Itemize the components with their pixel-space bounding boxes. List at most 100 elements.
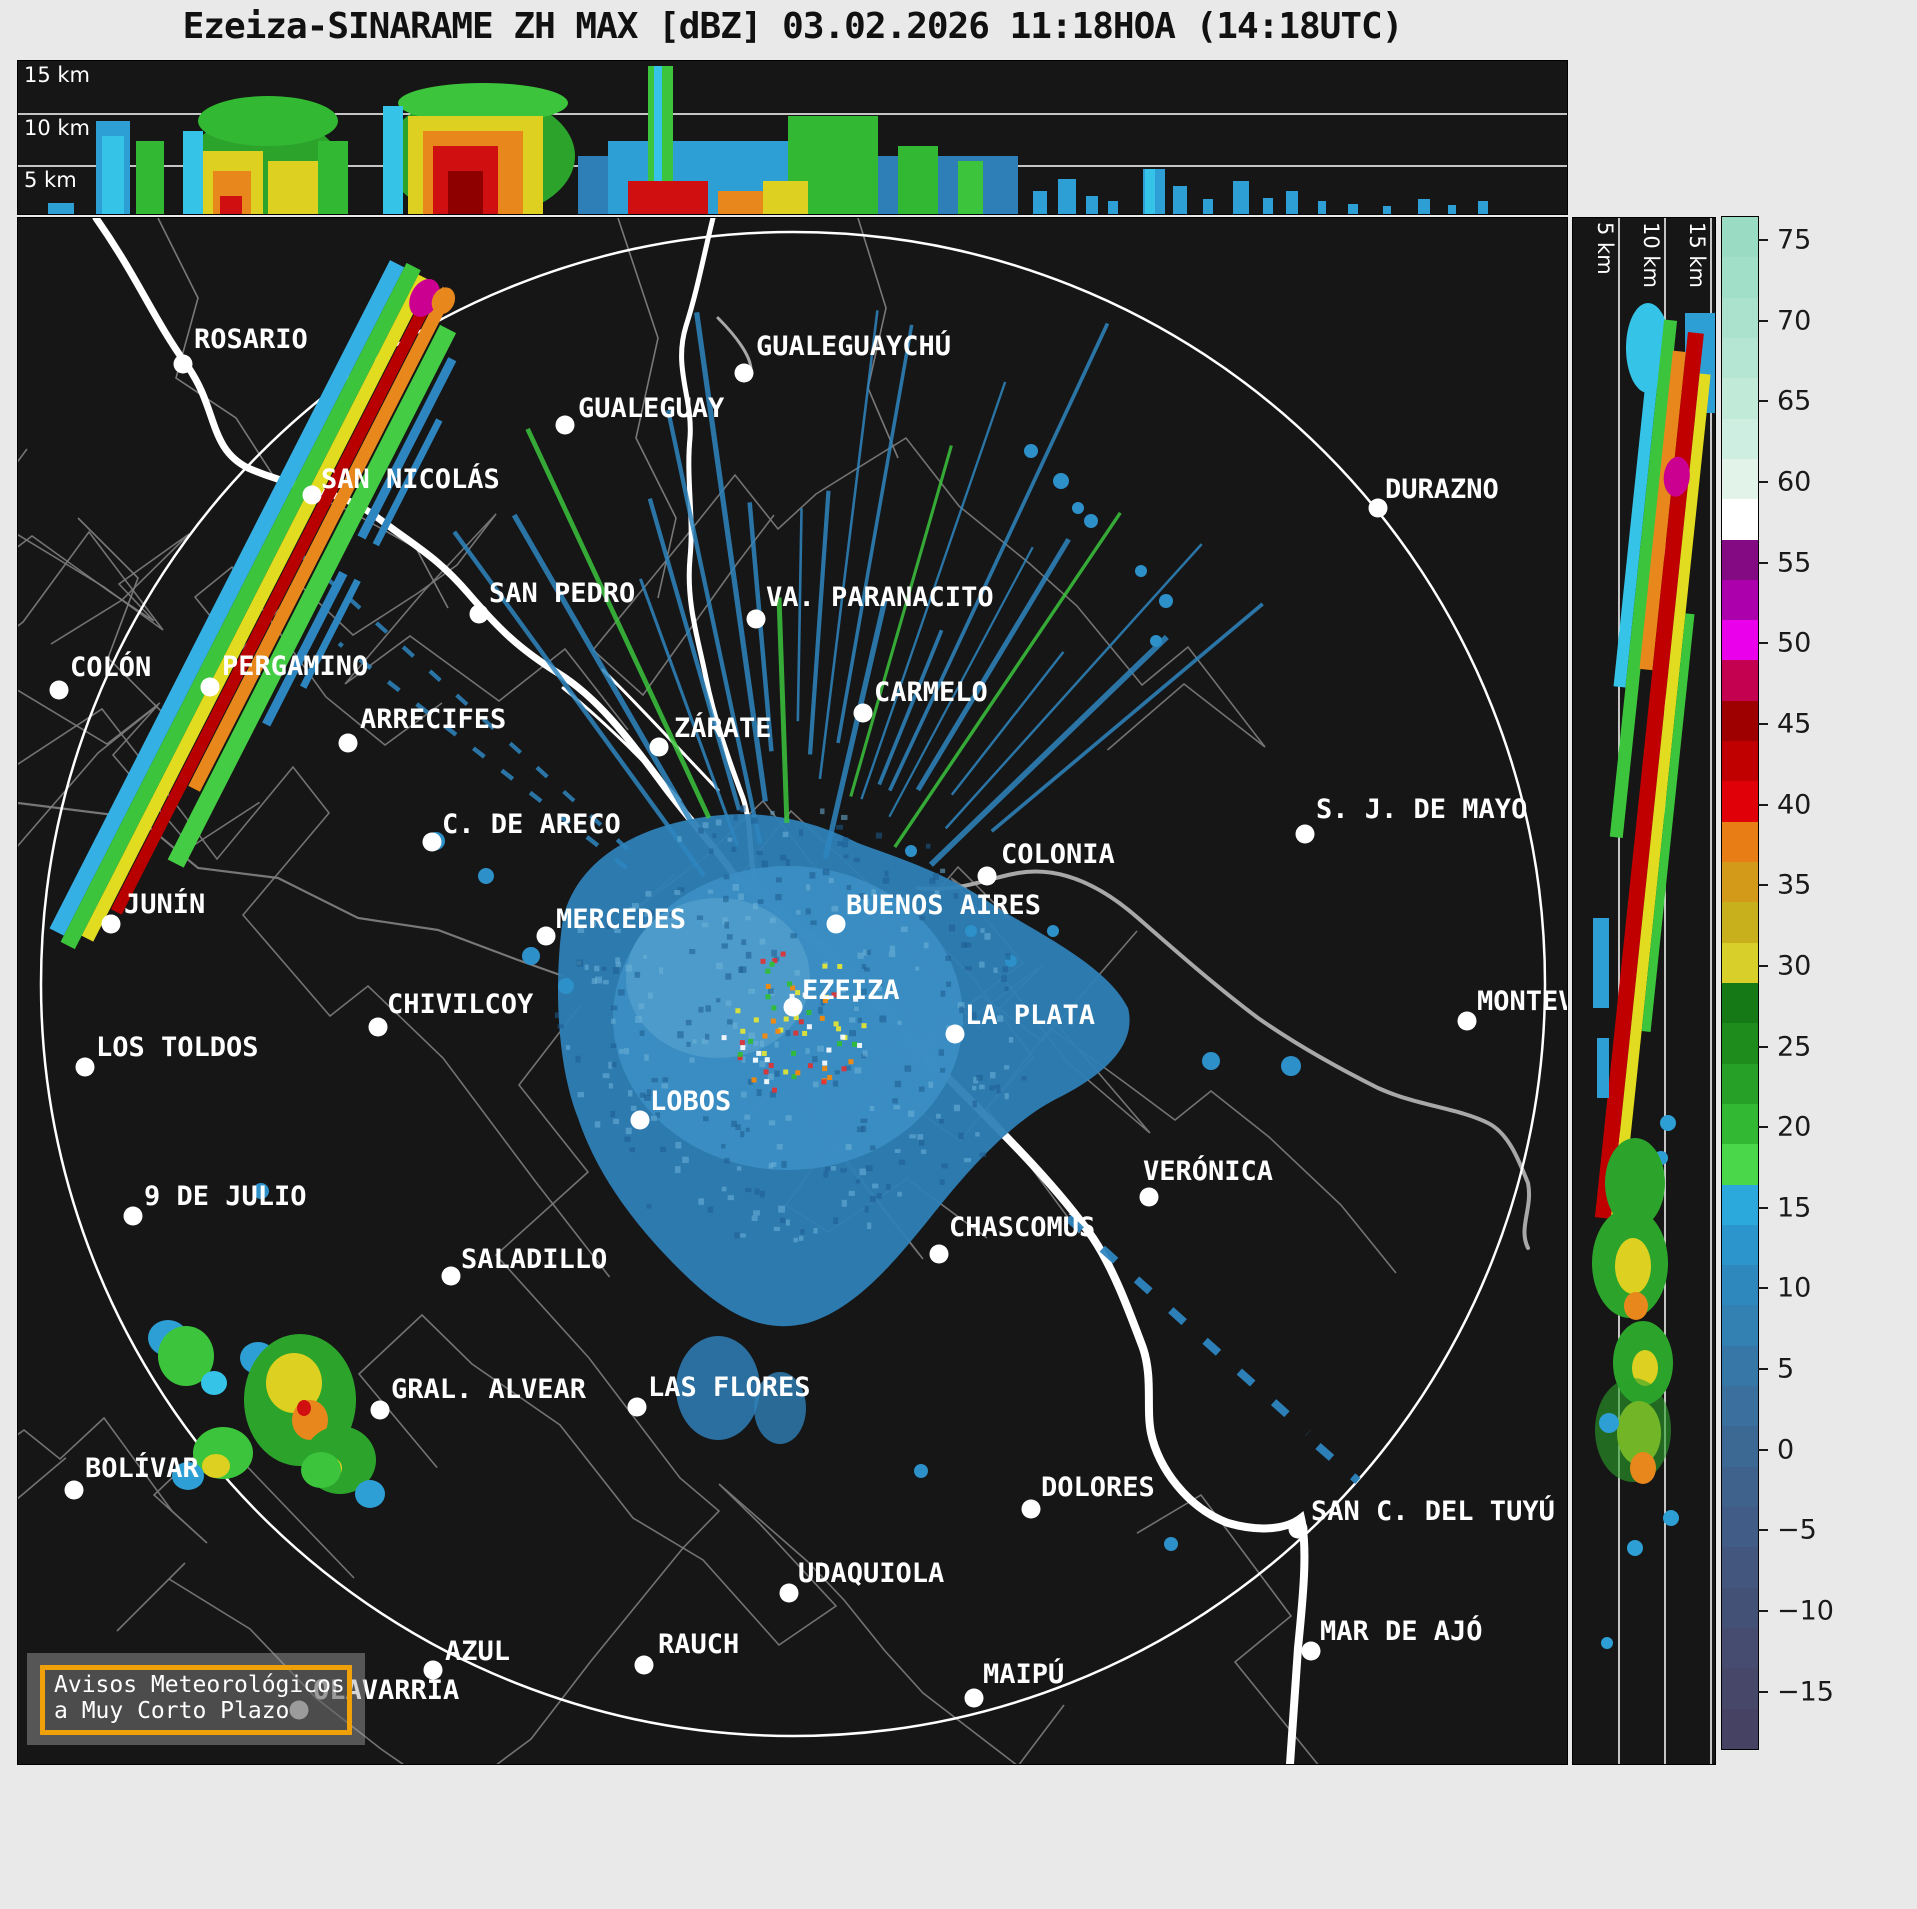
right-cross-section-plot <box>1592 218 1715 1764</box>
partido-border <box>18 448 164 745</box>
colorbar-tick-label-0: 0 <box>1777 1434 1795 1466</box>
colorbar-band-20 <box>1722 1023 1758 1064</box>
partido-border <box>591 436 1266 751</box>
city-dot-buenos-aires <box>826 914 846 934</box>
echo-speckle <box>554 805 1027 1243</box>
city-dot-carmelo <box>853 703 873 723</box>
ray <box>776 597 790 823</box>
top-cross-section-plot <box>18 66 1567 214</box>
colorbar-tick-75 <box>1758 239 1768 242</box>
top-cross-section-panel: 15 km 10 km 5 km <box>17 60 1568 215</box>
colorbar-band-32 <box>1722 1507 1758 1548</box>
ray <box>849 445 953 797</box>
right-cross-section-panel: 5 km 10 km 15 km <box>1572 217 1716 1765</box>
city-label-la-plata: LA PLATA <box>965 1000 1095 1031</box>
city-dot-rauch <box>634 1655 654 1675</box>
colorbar-tick-label-20: 20 <box>1777 1111 1812 1143</box>
city-dot-pergamino <box>200 677 220 697</box>
partido-border <box>18 533 261 849</box>
city-dot-las-flores <box>627 1397 647 1417</box>
echo-nw-spike <box>49 260 457 950</box>
warning-line-2: a Muy Corto Plazo <box>54 1697 290 1724</box>
ray <box>950 651 1065 796</box>
ray <box>665 409 763 845</box>
colorbar-tick-0 <box>1758 1448 1768 1451</box>
ray <box>807 490 831 755</box>
right-panel-height-label-5km: 5 km <box>1593 222 1617 275</box>
colorbar-tick-55 <box>1758 561 1768 564</box>
colorbar-band-31 <box>1722 1466 1758 1507</box>
partido-border <box>18 707 611 1278</box>
colorbar-tick-65 <box>1758 400 1768 403</box>
ray <box>888 322 1110 792</box>
ray <box>694 312 768 802</box>
city-label-san-pedro: SAN PEDRO <box>489 578 635 609</box>
colorbar-tick-label-25: 25 <box>1777 1031 1812 1062</box>
city-label-gral-alvear: GRAL. ALVEAR <box>391 1374 587 1405</box>
colorbar-tick-label-35: 35 <box>1777 869 1812 901</box>
colorbar-tick-label-50: 50 <box>1777 627 1812 659</box>
colorbar-tick-30 <box>1758 964 1768 967</box>
colorbar-band-29 <box>1722 1386 1758 1427</box>
city-dot-san-c-del-tuy- <box>1288 1519 1308 1539</box>
colorbar-band-6 <box>1722 458 1758 500</box>
warning-box[interactable]: Avisos Meteorológicos a Muy Corto Plazo <box>27 1653 365 1745</box>
ray <box>647 498 742 811</box>
colorbar-tick-35 <box>1758 884 1768 887</box>
city-label-carmelo: CARMELO <box>874 677 988 708</box>
colorbar-tick-label--10: −10 <box>1777 1595 1834 1627</box>
ray <box>511 513 694 824</box>
right-panel-echoes <box>1592 303 1715 1649</box>
city-label-udaquiola: UDAQUIOLA <box>798 1558 944 1589</box>
city-dot-lobos <box>630 1110 650 1130</box>
city-label-ver-nica: VERÓNICA <box>1143 1155 1273 1187</box>
interference-rays <box>275 310 1264 877</box>
city-dot-ver-nica <box>1139 1187 1159 1207</box>
partido-border <box>116 1003 721 1764</box>
city-dot-jun-n <box>101 914 121 934</box>
colorbar-tick-label-10: 10 <box>1777 1272 1812 1304</box>
city-dot-gualeguaych- <box>734 363 754 383</box>
range-circle <box>39 230 1547 1738</box>
city-dot-udaquiola <box>779 1583 799 1603</box>
city-dot-montev <box>1457 1011 1477 1031</box>
colorbar-tick-50 <box>1758 642 1768 645</box>
ray <box>452 530 706 877</box>
city-label-arrecifes: ARRECIFES <box>360 704 506 735</box>
colorbar-band-24 <box>1722 1184 1758 1225</box>
colorbar-band-2 <box>1722 297 1758 338</box>
ray <box>822 599 888 859</box>
city-label-gualeguaych-: GUALEGUAYCHÚ <box>756 330 951 362</box>
city-label-c-de-areco: C. DE ARECO <box>442 809 621 840</box>
colorbar-band-21 <box>1722 1063 1758 1104</box>
colorbar-tick-label-70: 70 <box>1777 305 1812 337</box>
city-dot-san-pedro <box>469 604 489 624</box>
city-dot-mercedes <box>536 926 556 946</box>
city-dot-gral-alvear <box>370 1400 390 1420</box>
top-panel-height-label-10km: 10 km <box>24 116 91 140</box>
city-label-saladillo: SALADILLO <box>461 1244 607 1275</box>
ray <box>990 602 1264 833</box>
city-label-va-paranacito: VA. PARANACITO <box>766 582 994 613</box>
colorbar-tick-label-45: 45 <box>1777 708 1812 740</box>
colorbar-band-27 <box>1722 1305 1758 1346</box>
ray <box>638 578 739 846</box>
colorbar-tick-10 <box>1758 1287 1768 1290</box>
echo-sw-cells <box>148 1320 385 1508</box>
echo-se-dashes <box>1065 1215 1361 1485</box>
colorbar-band-14 <box>1722 781 1758 822</box>
colorbar-band-17 <box>1722 902 1758 943</box>
colorbar-band-13 <box>1722 741 1758 782</box>
colorbar-tick-45 <box>1758 722 1768 725</box>
ray <box>888 546 1034 818</box>
colorbar-band-5 <box>1722 418 1758 459</box>
ray <box>877 629 944 786</box>
colorbar-band-30 <box>1722 1426 1758 1467</box>
colorbar-band-34 <box>1722 1587 1758 1628</box>
city-dot-olavarr-a <box>289 1700 309 1720</box>
ray <box>944 543 1203 830</box>
city-dot-durazno <box>1368 498 1388 518</box>
ray <box>928 634 1169 867</box>
city-dot-chivilcoy <box>368 1017 388 1037</box>
